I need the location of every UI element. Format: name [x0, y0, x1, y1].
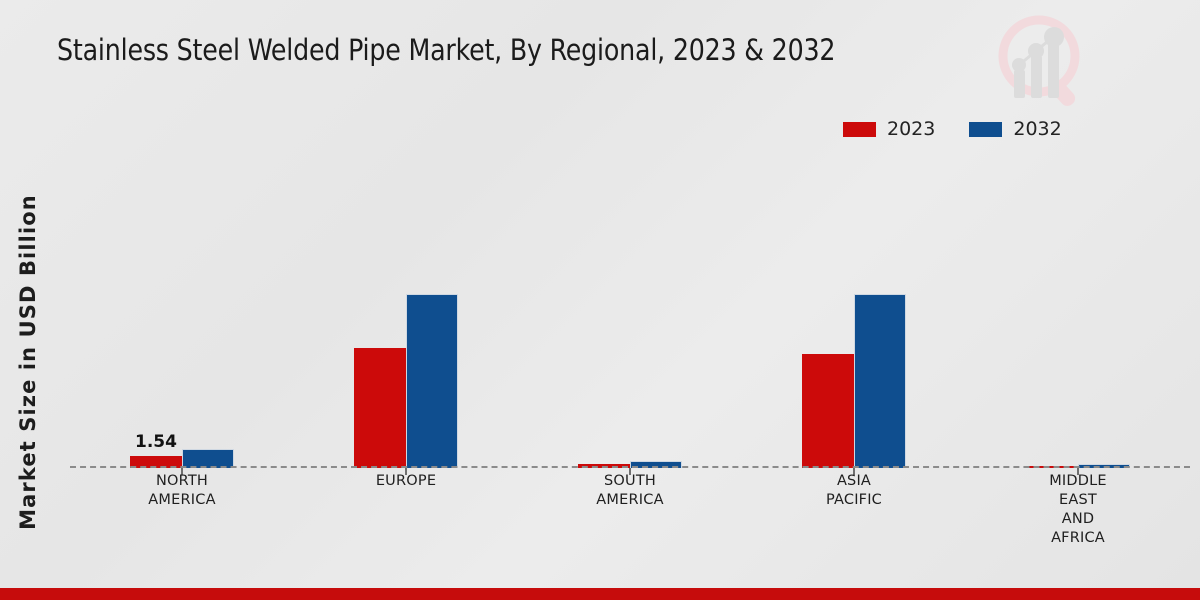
chart-legend: 2023 2032: [843, 120, 1062, 139]
bar-2023[interactable]: [130, 456, 182, 468]
x-axis-category-label: NORTH AMERICA: [70, 472, 294, 510]
x-axis-category-label: EUROPE: [294, 472, 518, 491]
x-axis-category-label: ASIA PACIFIC: [742, 472, 966, 510]
y-axis-title: Market Size in USD Billion: [16, 194, 40, 530]
x-axis-category-label: SOUTH AMERICA: [518, 472, 742, 510]
category-label-line: PACIFIC: [825, 492, 883, 509]
x-axis-tick: [181, 468, 183, 475]
plot-area: 1.54 NORTH AMERICA EUROPE SOUTH AMERICA ASIA PA…: [70, 120, 1190, 546]
bar-2032[interactable]: [854, 294, 906, 468]
x-axis-tick: [405, 468, 407, 475]
bar-2023[interactable]: [802, 354, 854, 468]
bar-pair: 1.54: [130, 432, 234, 475]
x-axis-tick: [1077, 468, 1079, 475]
legend-item-2023[interactable]: 2023: [843, 120, 935, 139]
bar-group: EUROPE: [294, 120, 518, 489]
bar-group: MIDDLE EAST AND AFRICA: [966, 120, 1190, 546]
x-axis-tick: [853, 468, 855, 475]
chart-title: Stainless Steel Welded Pipe Market, By R…: [57, 33, 836, 67]
legend-label-2023: 2023: [887, 118, 936, 140]
bar-pair: [354, 294, 458, 475]
legend-swatch-2032: [969, 122, 1003, 137]
market-research-magnifier-logo-icon: [993, 8, 1089, 112]
category-label-line: SOUTH: [604, 473, 656, 489]
bar-group: ASIA PACIFIC: [742, 120, 966, 508]
x-axis-tick: [629, 468, 631, 475]
category-label-line: AMERICA: [148, 492, 216, 509]
bar-value-label: 1.54: [135, 432, 177, 452]
bar-group: SOUTH AMERICA: [518, 120, 742, 508]
legend-label-2032: 2032: [1013, 118, 1062, 140]
category-label-line: EUROPE: [375, 473, 437, 489]
bar-2032[interactable]: [630, 461, 682, 468]
bar-pair: [802, 294, 906, 475]
x-axis-baseline: [70, 466, 1190, 468]
category-label-line: AMERICA: [596, 492, 664, 509]
category-label-line: MIDDLE: [1049, 473, 1107, 489]
bar-2032[interactable]: [182, 449, 234, 468]
bar-groups: 1.54 NORTH AMERICA EUROPE SOUTH AMERICA ASIA PA…: [70, 120, 1190, 546]
category-label-line: NORTH: [155, 473, 209, 489]
bar-group: 1.54 NORTH AMERICA: [70, 120, 294, 508]
category-label-line: EAST: [1059, 492, 1097, 509]
bar-2032[interactable]: [406, 294, 458, 468]
legend-item-2032[interactable]: 2032: [969, 118, 1062, 140]
x-axis-category-label: MIDDLE EAST AND AFRICA: [966, 472, 1190, 549]
footer-stripe: [0, 588, 1200, 600]
bar-2023[interactable]: [354, 348, 406, 468]
legend-swatch-2023: [843, 122, 876, 137]
category-label-line: AFRICA: [1051, 530, 1105, 547]
category-label-line: ASIA: [836, 473, 872, 489]
category-label-line: AND: [1061, 511, 1095, 528]
